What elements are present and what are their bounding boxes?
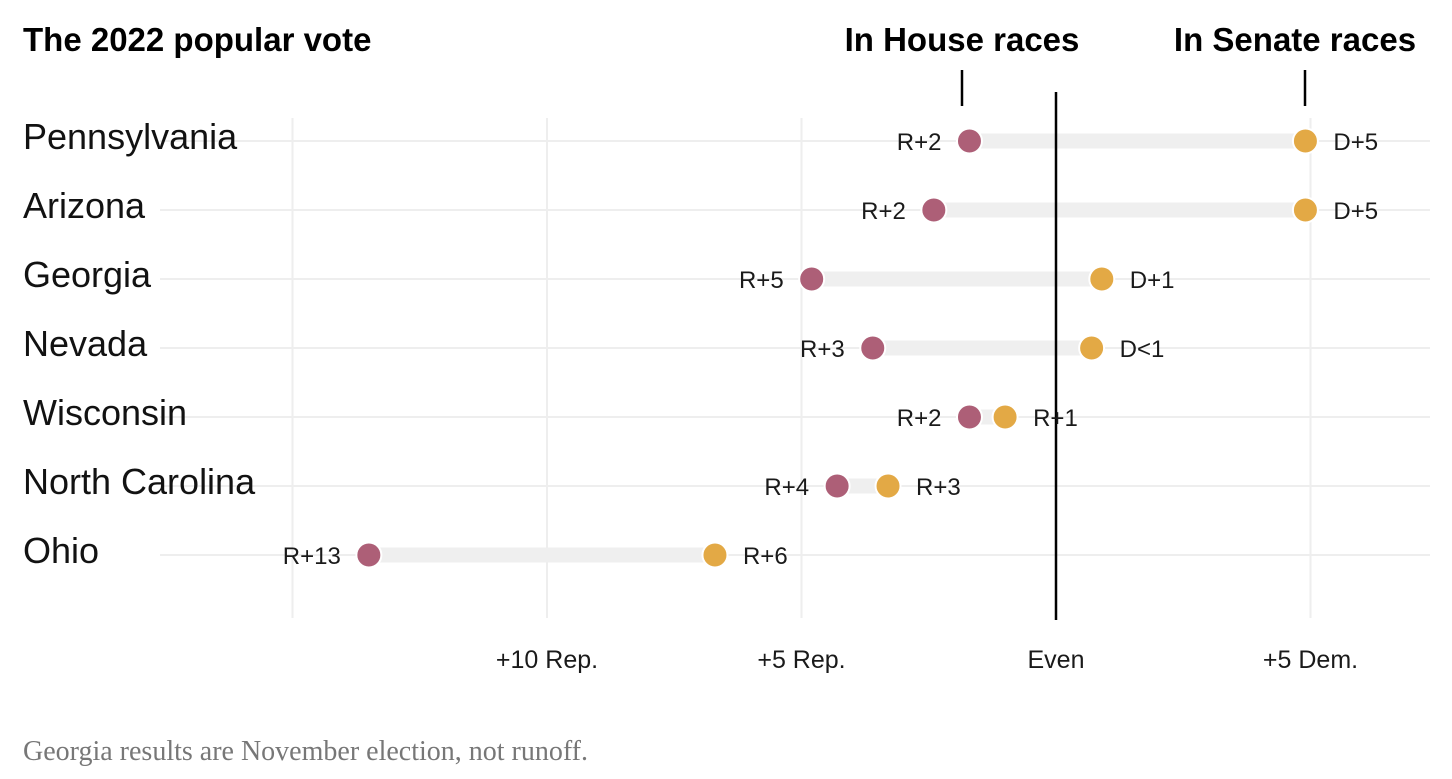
state-label: Georgia <box>23 254 152 295</box>
house-dot <box>798 265 826 293</box>
house-value-label: R+2 <box>897 129 942 156</box>
senate-value-label: R+1 <box>1033 405 1078 432</box>
header: The 2022 popular vote In House races In … <box>23 21 1416 58</box>
x-tick-label: Even <box>1028 646 1085 674</box>
senate-value-label: D+1 <box>1130 267 1175 294</box>
senate-value-label: R+3 <box>916 474 961 501</box>
senate-value-label: R+6 <box>743 543 788 570</box>
senate-dot <box>1078 334 1106 362</box>
senate-value-label: D+5 <box>1333 129 1378 156</box>
senate-dot <box>1291 127 1319 155</box>
senate-dot <box>701 541 729 569</box>
gridlines <box>291 118 1312 618</box>
state-label: Arizona <box>23 185 146 226</box>
state-label: Pennsylvania <box>23 116 238 157</box>
senate-dot <box>1291 196 1319 224</box>
x-tick-label: +5 Dem. <box>1263 646 1358 674</box>
state-label: Ohio <box>23 530 99 571</box>
house-series-header: In House races <box>845 21 1080 58</box>
x-tick-label: +10 Rep. <box>496 646 598 674</box>
senate-value-label: D+5 <box>1333 198 1378 225</box>
footnote: Georgia results are November election, n… <box>23 736 588 767</box>
senate-dot <box>874 472 902 500</box>
value-labels: R+2 D+5 R+2 D+5 R+5 D+1 R+3 D<1 R+2 R+1 R+4 R+3 R+13… <box>283 129 1378 570</box>
house-dot <box>955 127 983 155</box>
state-label: Nevada <box>23 323 148 364</box>
senate-dot <box>991 403 1019 431</box>
state-label: Wisconsin <box>23 392 187 433</box>
state-label: North Carolina <box>23 461 256 502</box>
chart-title: The 2022 popular vote <box>23 21 371 58</box>
senate-value-label: D<1 <box>1120 336 1165 363</box>
header-markers <box>960 70 1307 106</box>
dots <box>355 127 1319 569</box>
state-labels: Pennsylvania Arizona Georgia Nevada Wisconsi… <box>23 116 256 571</box>
house-dot <box>920 196 948 224</box>
house-value-label: R+5 <box>739 267 784 294</box>
house-dot <box>955 403 983 431</box>
x-tick-label: +5 Rep. <box>757 646 845 674</box>
senate-dot <box>1088 265 1116 293</box>
house-value-label: R+2 <box>861 198 906 225</box>
house-value-label: R+13 <box>283 543 341 570</box>
senate-series-header: In Senate races <box>1174 21 1416 58</box>
house-value-label: R+3 <box>800 336 845 363</box>
house-value-label: R+4 <box>764 474 809 501</box>
house-dot <box>355 541 383 569</box>
house-dot <box>823 472 851 500</box>
x-axis: +10 Rep. +5 Rep. Even +5 Dem. <box>496 646 1358 674</box>
house-value-label: R+2 <box>897 405 942 432</box>
house-dot <box>859 334 887 362</box>
